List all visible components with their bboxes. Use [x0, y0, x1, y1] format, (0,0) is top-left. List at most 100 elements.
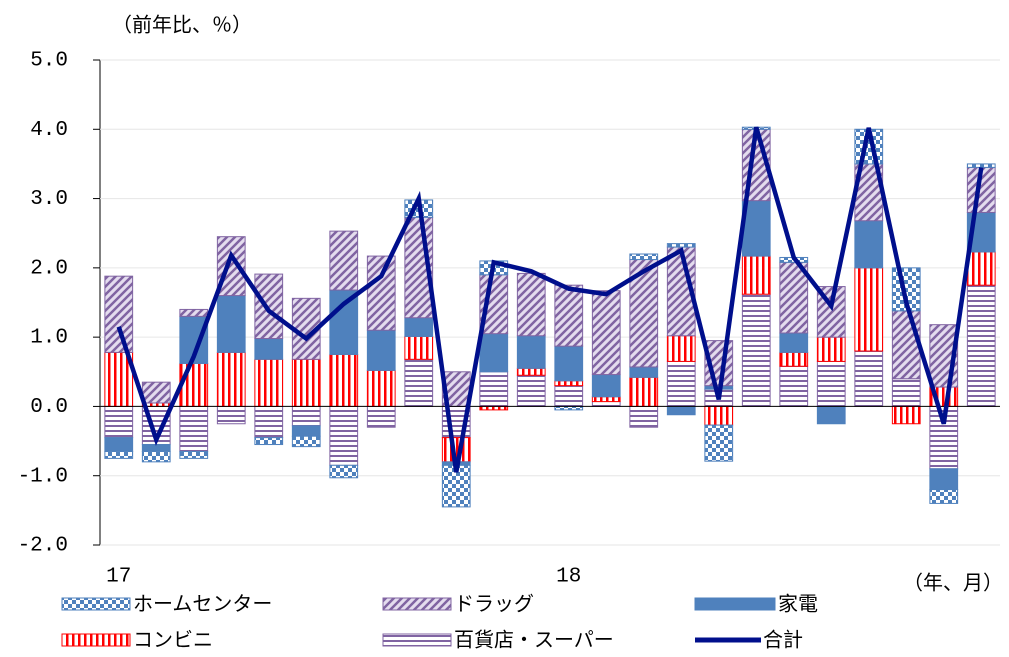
bar-segment — [254, 437, 284, 446]
bar-segment — [704, 424, 734, 462]
legend-swatch — [61, 633, 131, 647]
bar-segment — [366, 329, 396, 371]
bar-segment — [891, 310, 921, 380]
bar-segment — [966, 251, 996, 286]
bar-segment — [554, 345, 584, 382]
bar-segment — [891, 405, 921, 425]
bar-segment — [741, 255, 771, 295]
bar-segment — [929, 468, 959, 491]
y-tick-label: 3.0 — [30, 188, 68, 211]
y-tick-label: 4.0 — [30, 119, 68, 142]
bar-segment — [479, 333, 509, 373]
bar-segment — [141, 444, 171, 452]
bar-segment — [104, 450, 134, 459]
bar-segment — [254, 338, 284, 360]
bar-segment — [366, 255, 396, 331]
bar-segment — [329, 289, 359, 355]
bar-segment — [554, 284, 584, 347]
bar-segment — [741, 293, 771, 407]
y-tick-label: -2.0 — [18, 535, 68, 558]
bar-segment — [479, 405, 509, 411]
bar-segment — [516, 272, 546, 337]
bar-segment — [666, 243, 696, 248]
legend-label: 家電 — [778, 592, 818, 616]
bar-segment — [179, 308, 209, 317]
bar-segment — [516, 374, 546, 407]
bar-segment — [216, 295, 246, 353]
legend-label: コンビニ — [133, 628, 213, 652]
bar-segment — [554, 380, 584, 387]
bar-segment — [891, 378, 921, 407]
bar-segment — [141, 381, 171, 404]
bar-segment — [216, 351, 246, 407]
bar-segment — [554, 385, 584, 407]
bar-segment — [666, 335, 696, 362]
line-series — [116, 126, 984, 473]
bar-segment — [104, 405, 134, 439]
legend-label: 合計 — [763, 628, 803, 652]
bar-segment — [816, 336, 846, 362]
bar-segment — [329, 353, 359, 407]
bar-segment — [779, 365, 809, 407]
bar-segment — [404, 358, 434, 407]
bar-segment — [291, 425, 321, 437]
bar-segment — [291, 405, 321, 427]
bar-segment — [854, 267, 884, 352]
bar-segment — [854, 350, 884, 407]
legend-label: 百貨店・スーパー — [454, 628, 614, 652]
bar-segment — [816, 360, 846, 407]
bar-segment — [816, 405, 846, 425]
legend-label: ドラッグ — [454, 592, 534, 616]
bar-segment — [329, 230, 359, 291]
bar-segment — [254, 358, 284, 407]
bar-segment — [516, 335, 546, 369]
bar-segment — [629, 376, 659, 407]
bar-segment — [591, 374, 621, 398]
legend-swatch — [694, 597, 776, 611]
bar-segment — [591, 396, 621, 403]
bar-segment — [404, 335, 434, 360]
bar-segment — [179, 362, 209, 407]
bar-segment — [254, 273, 284, 340]
legend-label: ホームセンター — [133, 592, 272, 616]
bar-segment — [629, 366, 659, 378]
bar-segment — [704, 405, 734, 426]
bar-segment — [966, 163, 996, 168]
bar-segment — [779, 332, 809, 353]
bar-segment — [591, 290, 621, 376]
y-tick-label: 5.0 — [30, 50, 68, 73]
bar-segment — [141, 450, 171, 463]
bar-segment — [629, 253, 659, 261]
bar-segment — [929, 489, 959, 504]
bar-segment — [216, 405, 246, 425]
bar-segment — [854, 220, 884, 269]
y-unit-label: （前年比、％） — [112, 13, 252, 37]
y-tick-label: 0.0 — [30, 396, 68, 419]
bar-segment — [179, 405, 209, 452]
bar-segment — [291, 358, 321, 407]
y-tick-label: -1.0 — [18, 465, 68, 488]
bar-segment — [666, 360, 696, 407]
bar-segment — [291, 435, 321, 448]
bar-segment — [479, 371, 509, 407]
y-tick-label: 1.0 — [30, 327, 68, 350]
bar-segment — [591, 401, 621, 407]
bar-segment — [779, 261, 809, 334]
bar-segment — [254, 405, 284, 439]
bar-segment — [629, 405, 659, 428]
bar-segment — [779, 351, 809, 367]
bar-segment — [329, 405, 359, 466]
bar-segment — [179, 450, 209, 459]
bar-segment — [554, 405, 584, 411]
x-tick-label: 18 — [556, 566, 581, 589]
legend-swatch — [382, 633, 452, 647]
bar-segment — [516, 367, 546, 376]
bar-segment — [366, 405, 396, 428]
bar-segment — [366, 369, 396, 407]
bar-segment — [666, 405, 696, 416]
bar-segment — [329, 464, 359, 479]
x-unit-label: （年、月） — [903, 571, 1003, 595]
y-tick-label: 2.0 — [30, 257, 68, 280]
bar-segment — [104, 275, 134, 353]
